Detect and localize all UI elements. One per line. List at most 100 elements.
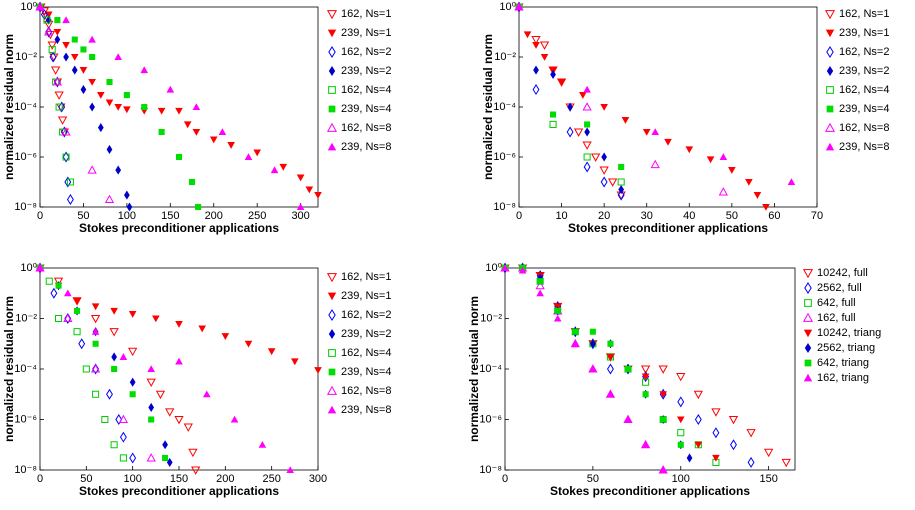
data-point [62, 42, 70, 49]
data-point [111, 365, 118, 373]
data-point [54, 314, 63, 323]
data-point [523, 31, 532, 39]
data-point [221, 333, 230, 340]
legend-label: 162, Ns=8 [839, 122, 889, 134]
y-tick-label: 10⁻⁴ [14, 363, 37, 375]
data-point [162, 454, 169, 461]
data-point [730, 439, 737, 451]
data-point [114, 103, 122, 111]
data-point [155, 390, 166, 400]
x-tick-label: 0 [502, 473, 508, 485]
data-point [676, 416, 685, 424]
data-point [650, 159, 660, 169]
data-point [515, 3, 523, 11]
data-point [148, 402, 155, 413]
data-point [106, 388, 113, 400]
data-point [258, 440, 267, 448]
data-point [607, 363, 614, 375]
data-point [54, 91, 64, 100]
data-point [608, 178, 618, 187]
x-tick-label: 10 [555, 210, 567, 222]
data-point [606, 353, 615, 361]
x-tick-label: 300 [309, 473, 327, 485]
legend-label: 162, Ns=4 [341, 84, 391, 96]
data-point [540, 53, 549, 61]
data-point [166, 457, 173, 467]
data-point [74, 307, 81, 314]
legend-marker [804, 299, 812, 307]
x-tick-label: 50 [77, 210, 89, 222]
legend-label: 239, Ns=1 [839, 27, 889, 39]
data-point [66, 193, 74, 205]
data-point [55, 282, 62, 289]
data-point [642, 378, 650, 386]
legend-label: 162, Ns=8 [341, 385, 391, 397]
data-point [566, 126, 574, 138]
data-point [536, 289, 544, 297]
data-point [557, 78, 566, 86]
data-point [583, 153, 591, 161]
data-point [621, 117, 630, 124]
x-tick-label: 250 [262, 473, 280, 485]
legend-label: 239, Ns=2 [341, 65, 391, 77]
data-point [119, 454, 127, 462]
data-point [550, 111, 557, 118]
data-point [104, 194, 115, 204]
plot-area [504, 267, 796, 471]
data-point [110, 307, 118, 315]
y-tick-label: 10⁰ [485, 262, 502, 274]
data-point [105, 99, 114, 107]
data-point [677, 429, 685, 437]
x-tick-label: 0 [37, 210, 43, 222]
data-point [533, 65, 539, 75]
legend-marker [804, 282, 812, 294]
data-point [140, 66, 149, 74]
y-tick-label: 10⁻² [15, 312, 37, 324]
data-point [693, 390, 703, 400]
data-point [73, 297, 81, 305]
data-point [195, 203, 202, 211]
legend-marker [802, 312, 814, 322]
data-point [152, 315, 160, 323]
x-tick-label: 50 [726, 210, 738, 222]
data-point [106, 78, 113, 86]
data-point [50, 66, 61, 75]
data-point [36, 264, 44, 272]
legend-label: 10242, full [817, 267, 868, 279]
data-point [582, 102, 592, 111]
data-point [89, 53, 96, 61]
plot-area [39, 6, 319, 208]
x-tick-label: 50 [587, 473, 599, 485]
legend-label: 162, full [817, 312, 856, 324]
legend-label: 239, Ns=4 [341, 366, 391, 378]
x-tick-label: 150 [161, 210, 179, 222]
data-point [58, 101, 66, 113]
data-point [571, 339, 580, 347]
legend-label: 239, Ns=4 [341, 103, 391, 115]
data-point [64, 289, 72, 297]
legend-label: 239, Ns=1 [341, 290, 391, 302]
data-point [45, 26, 53, 38]
data-point [89, 102, 95, 112]
data-point [129, 452, 137, 464]
data-point [607, 340, 614, 347]
x-tick-label: 150 [170, 473, 188, 485]
legend-marker [326, 122, 338, 132]
data-point [554, 307, 561, 314]
data-point [192, 128, 201, 136]
data-point [53, 76, 61, 88]
data-point [728, 415, 739, 425]
data-point [106, 144, 113, 155]
data-point [123, 106, 131, 114]
data-point [97, 92, 105, 99]
data-point [572, 328, 579, 335]
data-point [54, 17, 61, 24]
data-point [45, 277, 53, 285]
legend-label: 239, Ns=8 [341, 404, 391, 416]
legend-label: 239, Ns=2 [341, 328, 391, 340]
legend-label: 162, Ns=2 [839, 46, 889, 58]
data-point [279, 163, 288, 171]
x-axis-label: Stokes preconditioner applications [568, 221, 768, 235]
y-tick-label: 10⁻² [15, 51, 37, 63]
data-point [97, 123, 104, 133]
